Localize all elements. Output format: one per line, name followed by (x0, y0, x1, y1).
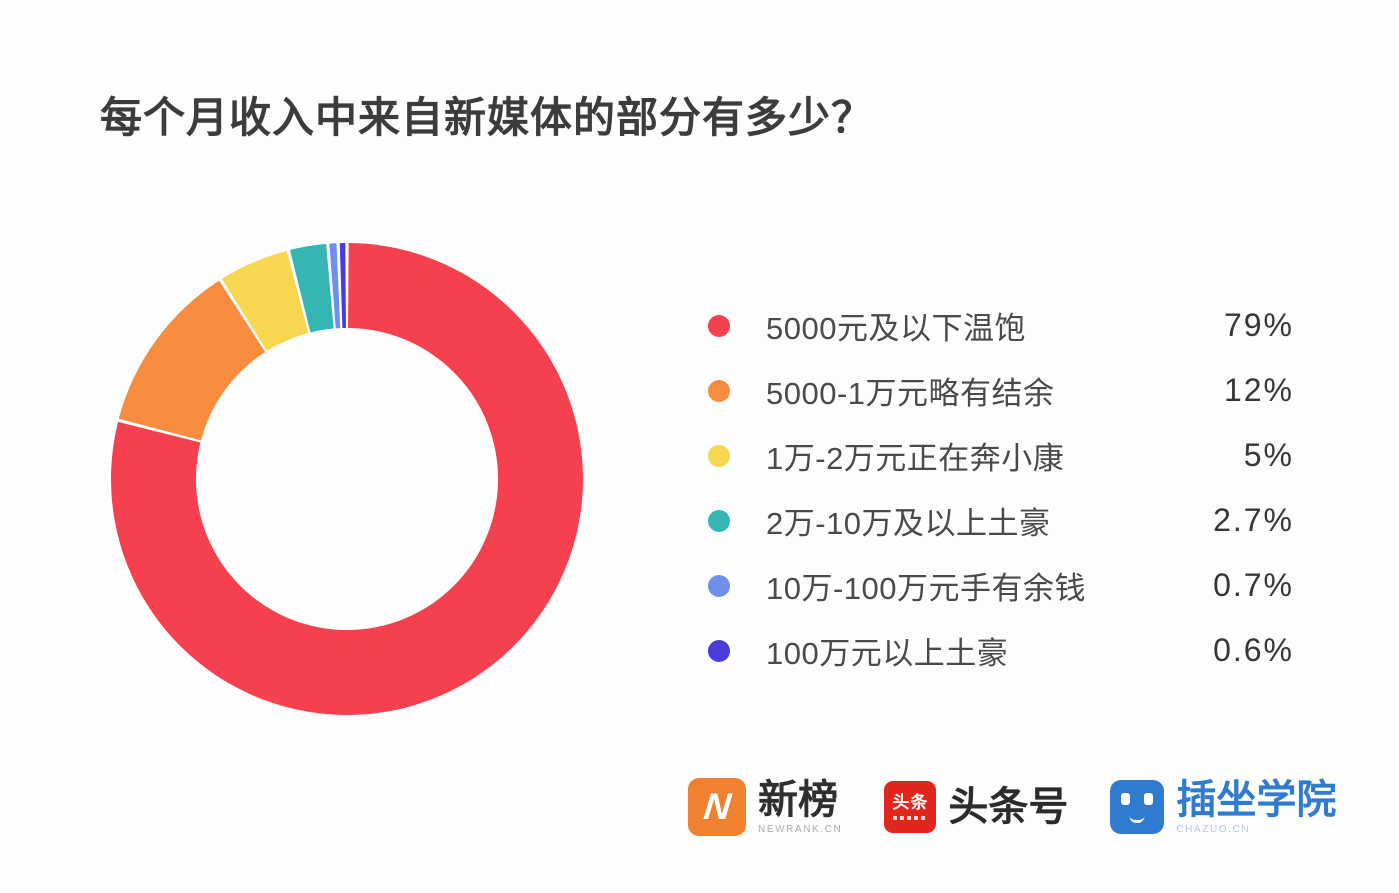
donut-chart-svg (110, 243, 583, 716)
donut-slice-4 (329, 243, 341, 329)
page-title: 每个月收入中来自新媒体的部分有多少？ (100, 94, 875, 141)
brand-name-newrank: 新榜 (758, 777, 838, 822)
brand-toutiao: 头条 头条号 (884, 781, 1068, 833)
donut-slice-5 (339, 243, 346, 329)
footer-brand-bar: N 新榜 NEWRANK.CN 头条 头条号 插坐学院 (688, 778, 1336, 836)
newrank-logo-icon: N (688, 778, 746, 836)
legend-item-5: 100万元以上土豪 0.6% (702, 618, 1294, 683)
legend-item-1: 5000-1万元略有结余 12% (702, 358, 1294, 423)
brand-name-toutiao: 头条号 (948, 785, 1069, 829)
legend-swatch-icon (708, 379, 730, 402)
legend-label: 10万-100万元手有余钱 (766, 571, 1087, 606)
legend-label: 1万-2万元正在奔小康 (766, 441, 1065, 476)
legend-label: 2万-10万及以上土豪 (766, 506, 1051, 541)
legend: 5000元及以下温饱 79% 5000-1万元略有结余 12% 1万-2万元正在奔小康 5… (702, 293, 1294, 683)
toutiao-icon-strip (893, 816, 928, 820)
legend-swatch-icon (708, 444, 730, 467)
legend-value: 12% (1223, 372, 1294, 408)
legend-item-3: 2万-10万及以上土豪 2.7% (702, 488, 1294, 553)
donut-chart (108, 240, 586, 718)
chazuo-face-mouth (1129, 816, 1145, 823)
legend-value: 79% (1223, 307, 1294, 343)
legend-label: 5000-1万元略有结余 (766, 376, 1055, 411)
legend-item-2: 1万-2万元正在奔小康 5% (702, 423, 1294, 488)
donut-slice-1 (118, 280, 266, 441)
brand-subtext-newrank: NEWRANK.CN (758, 823, 843, 835)
legend-value: 2.7% (1213, 502, 1294, 538)
legend-swatch-icon (708, 574, 730, 597)
chazuo-face-eye (1121, 793, 1131, 805)
toutiao-icon-chars: 头条 (892, 793, 929, 812)
legend-label: 100万元以上土豪 (766, 636, 1009, 671)
chazuo-face-eye (1144, 793, 1154, 805)
brand-name-chazuo: 插坐学院 (1176, 777, 1337, 822)
chazuo-logo-icon (1110, 780, 1165, 834)
donut-slice-0 (110, 243, 583, 716)
brand-subtext-chazuo: CHAZUO.CN (1176, 823, 1251, 835)
legend-swatch-icon (708, 314, 730, 337)
newrank-letter: N (701, 786, 733, 827)
legend-value: 0.6% (1213, 632, 1294, 668)
legend-value: 0.7% (1213, 567, 1294, 603)
legend-value: 5% (1243, 437, 1294, 473)
legend-label: 5000元及以下温饱 (766, 311, 1026, 346)
toutiao-logo-icon: 头条 (884, 781, 937, 833)
legend-item-0: 5000元及以下温饱 79% (702, 293, 1294, 358)
legend-swatch-icon (708, 509, 730, 532)
brand-newrank: N 新榜 NEWRANK.CN (688, 778, 842, 836)
donut-slice-3 (289, 243, 334, 333)
brand-chazuo: 插坐学院 CHAZUO.CN (1110, 780, 1336, 835)
legend-swatch-icon (708, 639, 730, 662)
donut-slice-2 (221, 250, 309, 351)
legend-item-4: 10万-100万元手有余钱 0.7% (702, 553, 1294, 618)
